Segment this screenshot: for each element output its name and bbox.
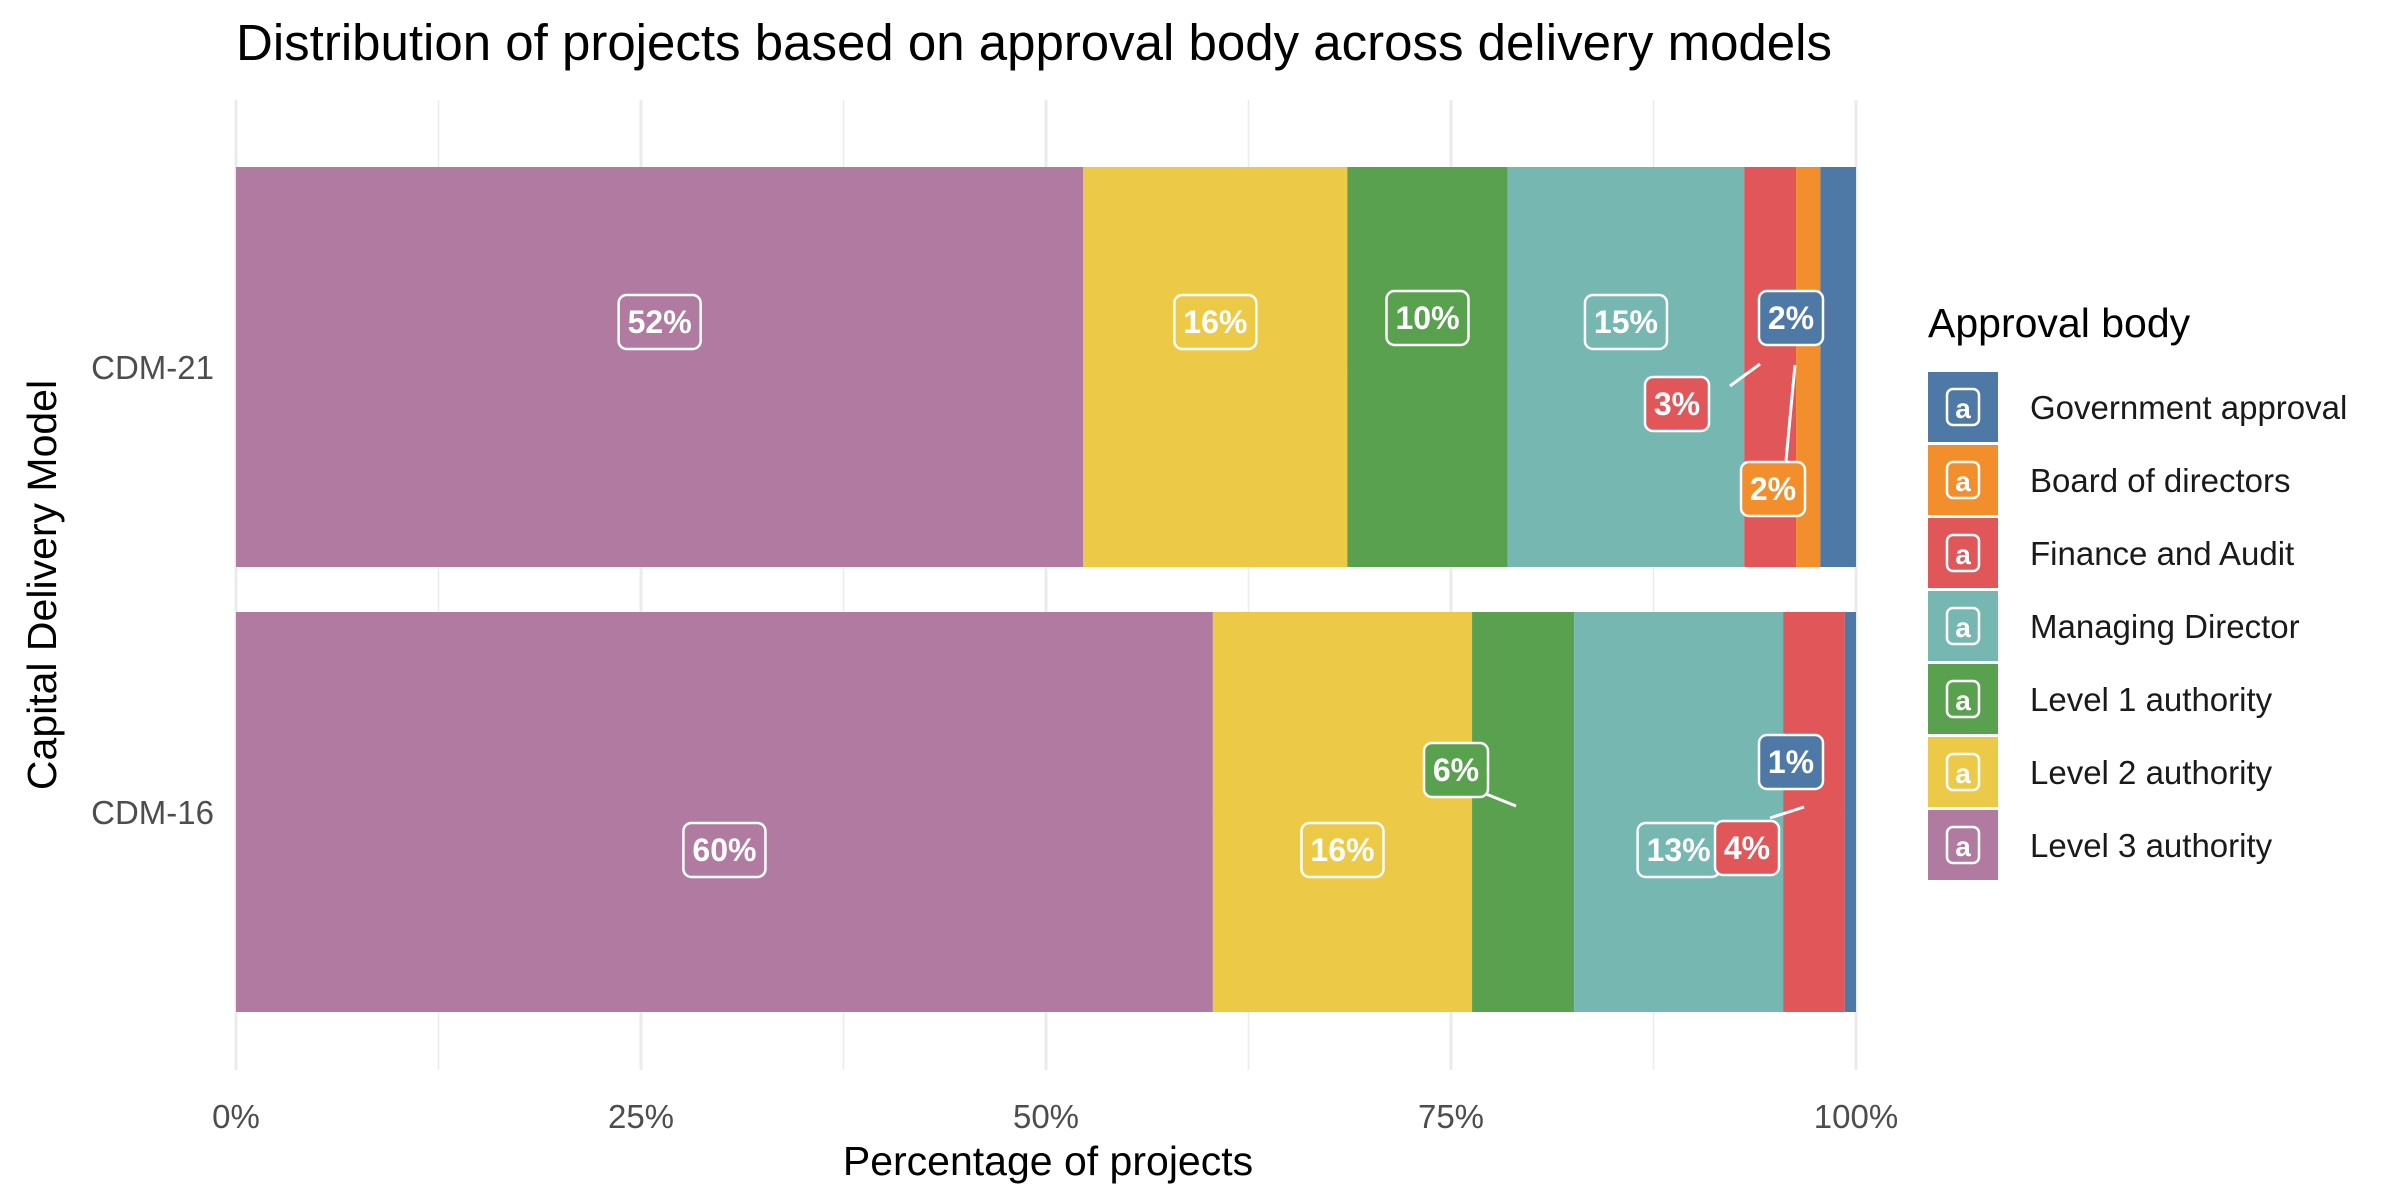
legend-key [1928, 664, 1998, 734]
x-tick-label: 0% [212, 1098, 260, 1135]
svg-text:1%: 1% [1768, 744, 1814, 780]
x-tick-label: 25% [608, 1098, 674, 1135]
x-tick-label: 75% [1418, 1098, 1484, 1135]
svg-text:16%: 16% [1310, 832, 1374, 868]
legend-item-level-3-authority: a Level 3 authority [1928, 810, 2273, 880]
svg-text:16%: 16% [1183, 304, 1247, 340]
x-tick-label: 100% [1814, 1098, 1898, 1135]
x-axis-ticks: 0% 25% 50% 75% 100% [212, 1098, 1898, 1135]
y-tick-label: CDM-16 [91, 794, 214, 831]
svg-text:a: a [1955, 758, 1971, 789]
bar-cdm-21-level-1-authority [1347, 167, 1508, 567]
bar-cdm-16-managing-director [1574, 612, 1784, 1012]
data-label-cdm-16-government-approval: 1% [1757, 733, 1825, 791]
bars [236, 167, 1856, 1012]
y-tick-label: CDM-21 [91, 349, 214, 386]
data-label-cdm-16-managing-director: 13% [1636, 821, 1721, 879]
bar-cdm-21-government-approval [1820, 167, 1856, 567]
label-leader-line [1769, 805, 1805, 820]
legend-item-managing-director: a Managing Director [1928, 591, 2300, 661]
bar-cdm-16-level-2-authority [1212, 612, 1473, 1012]
data-label-cdm-16-level-3-authority: 60% [682, 821, 767, 879]
svg-text:2%: 2% [1750, 471, 1796, 507]
svg-text:60%: 60% [692, 832, 756, 868]
svg-text:a: a [1955, 831, 1971, 862]
bar-cdm-21-managing-director [1507, 167, 1745, 567]
legend-label: Managing Director [2030, 608, 2300, 645]
data-label-cdm-16-level-1-authority: 6% [1422, 741, 1490, 799]
legend-label: Level 3 authority [2030, 827, 2273, 864]
bar-cdm-21-level-2-authority [1083, 167, 1348, 567]
data-label-cdm-16-level-2-authority: 16% [1300, 821, 1385, 879]
y-axis-title: Capital Delivery Model [19, 380, 65, 790]
svg-text:a: a [1955, 393, 1971, 424]
legend-label: Government approval [2030, 389, 2347, 426]
bar-cdm-21-level-3-authority [236, 167, 1084, 567]
data-label-cdm-21-finance-and-audit: 3% [1643, 375, 1711, 433]
bar-cdm-16-level-1-authority [1472, 612, 1575, 1012]
label-leader-line [1784, 364, 1797, 462]
x-tick-label: 50% [1013, 1098, 1079, 1135]
svg-text:4%: 4% [1724, 830, 1770, 866]
legend-key [1928, 591, 1998, 661]
data-label-cdm-21-level-2-authority: 16% [1173, 293, 1258, 351]
svg-text:52%: 52% [628, 304, 692, 340]
data-label-cdm-16-finance-and-audit: 4% [1713, 819, 1781, 877]
svg-text:10%: 10% [1395, 300, 1459, 336]
legend-item-level-1-authority: a Level 1 authority [1928, 664, 2273, 734]
legend-key [1928, 518, 1998, 588]
legend-label: Finance and Audit [2030, 535, 2294, 572]
data-label-cdm-21-board-of-directors: 2% [1739, 460, 1807, 518]
svg-text:a: a [1955, 685, 1971, 716]
legend-item-board-of-directors: a Board of directors [1928, 445, 2290, 515]
svg-text:3%: 3% [1654, 386, 1700, 422]
data-label-cdm-21-government-approval: 2% [1757, 289, 1825, 347]
legend-item-government-approval: a Government approval [1928, 372, 2347, 442]
legend-key [1928, 737, 1998, 807]
svg-text:a: a [1955, 466, 1971, 497]
legend: Approval body a Government approval a Board… [1928, 300, 2347, 880]
bar-cdm-16-government-approval [1844, 612, 1856, 1012]
svg-text:a: a [1955, 612, 1971, 643]
data-label-cdm-21-managing-director: 15% [1583, 293, 1669, 351]
legend-title: Approval body [1928, 300, 2191, 346]
svg-text:6%: 6% [1433, 752, 1479, 788]
legend-label: Board of directors [2030, 462, 2290, 499]
legend-label: Level 2 authority [2030, 754, 2273, 791]
legend-key [1928, 810, 1998, 880]
bar-cdm-16-level-3-authority [236, 612, 1213, 1012]
legend-key [1928, 372, 1998, 442]
label-leader-line [1729, 362, 1761, 388]
legend-key [1928, 445, 1998, 515]
data-labels: 52% 16% 10% 15% 3% 2% 2% 60% 16% 6% 13% 4% 1% [617, 289, 1825, 879]
data-label-cdm-21-level-1-authority: 10% [1385, 289, 1470, 347]
y-axis-ticks: CDM-21 CDM-16 [91, 349, 214, 831]
svg-text:13%: 13% [1647, 832, 1711, 868]
svg-text:a: a [1955, 539, 1971, 570]
legend-label: Level 1 authority [2030, 681, 2273, 718]
x-axis-title: Percentage of projects [843, 1138, 1253, 1184]
chart-title: Distribution of projects based on approv… [236, 14, 1832, 71]
svg-text:15%: 15% [1594, 304, 1658, 340]
data-label-cdm-21-level-3-authority: 52% [617, 293, 702, 351]
legend-item-finance-and-audit: a Finance and Audit [1928, 518, 2294, 588]
legend-item-level-2-authority: a Level 2 authority [1928, 737, 2273, 807]
svg-text:2%: 2% [1768, 300, 1814, 336]
